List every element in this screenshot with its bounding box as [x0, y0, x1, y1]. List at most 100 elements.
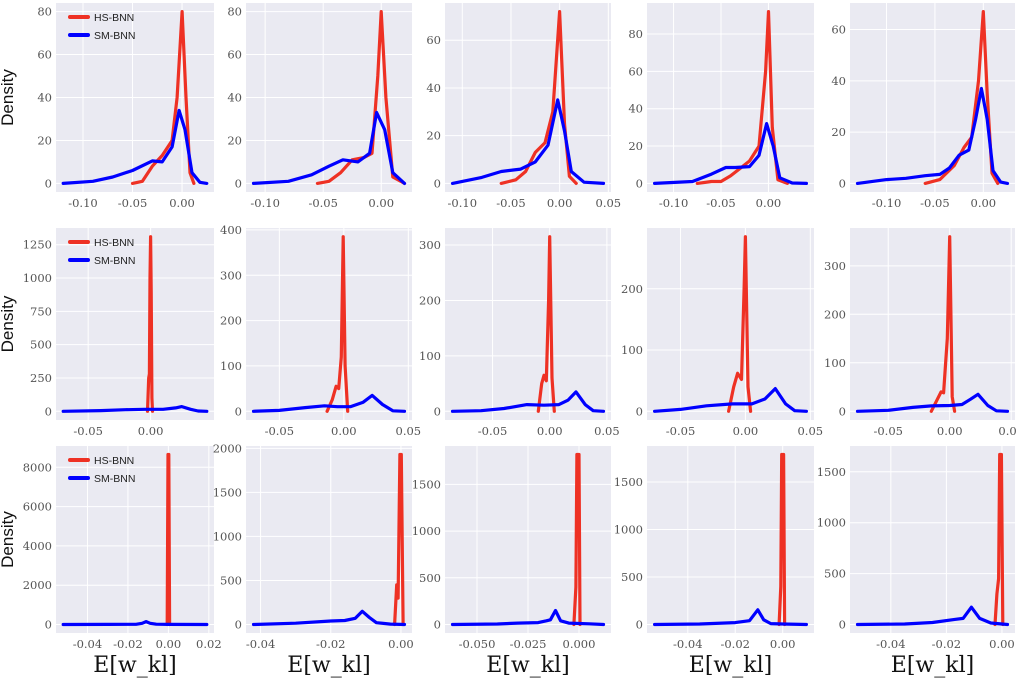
y-tick-label: 1250 — [23, 238, 52, 252]
y-tick-label: 0 — [235, 176, 242, 190]
y-tick-label: 1000 — [412, 524, 441, 538]
x-tick-label: 0.00 — [733, 424, 759, 438]
y-tick-label: 20 — [426, 129, 441, 143]
y-tick-label: 0 — [636, 176, 643, 190]
legend-label: HS-BNN — [94, 237, 134, 249]
y-tick-label: 40 — [831, 74, 846, 88]
legend-label: SM-BNN — [94, 473, 135, 485]
subplot-r3-c4: -0.04 -0.02 0.00 0 500 1000 1500 E[w_kl] — [614, 446, 814, 678]
series-line-hs-bnn — [315, 10, 407, 185]
y-tick-label: 8000 — [23, 460, 52, 474]
x-tick-label: -0.10 — [448, 196, 478, 210]
plot-area — [850, 446, 1015, 633]
y-tick-label: 250 — [30, 371, 52, 385]
plot-area — [850, 228, 1015, 420]
y-tick-label: 0 — [839, 404, 846, 418]
x-tick-label: 0.05 — [998, 424, 1017, 438]
y-tick-label: 4000 — [23, 539, 52, 553]
plot-area — [246, 228, 412, 420]
subplot-r1-c2: -0.10 -0.05 0.00 0 20 40 60 80 — [227, 3, 412, 210]
y-tick-label: 1500 — [817, 465, 846, 479]
x-tick-label: 0.00 — [989, 637, 1015, 651]
y-tick-label: 200 — [419, 293, 441, 307]
series-line-hs-bnn — [130, 10, 196, 185]
y-tick-label: 1000 — [213, 529, 242, 543]
series-line-sm-bnn — [855, 392, 1010, 413]
x-tick-label: 0.00 — [331, 424, 357, 438]
x-tick-label: -0.04 — [876, 637, 906, 651]
subplot-r2-c4: -0.05 0.00 0.05 0 100 200 — [621, 228, 823, 438]
y-tick-label: 0 — [45, 618, 52, 632]
y-tick-label: 0 — [235, 618, 242, 632]
y-tick-label: 0 — [434, 618, 441, 632]
series-line-sm-bnn — [61, 108, 209, 185]
y-tick-label: 200 — [220, 314, 242, 328]
series-line-hs-bnn — [777, 452, 787, 627]
x-tick-label: -0.04 — [246, 637, 276, 651]
y-tick-label: 400 — [220, 223, 242, 237]
series-line-sm-bnn — [251, 393, 407, 413]
y-tick-label: 20 — [37, 133, 52, 147]
legend: HS-BNN SM-BNN — [68, 237, 135, 267]
x-tick-label: -0.10 — [872, 196, 902, 210]
y-tick-label: 0 — [45, 176, 52, 190]
legend-label: HS-BNN — [94, 12, 134, 24]
y-tick-label: 100 — [824, 356, 846, 370]
x-tick-label: 0.00 — [138, 424, 164, 438]
legend-label: HS-BNN — [94, 455, 134, 467]
series-line-sm-bnn — [251, 609, 407, 627]
series-line-hs-bnn — [325, 235, 350, 413]
y-tick-label: 60 — [628, 64, 643, 78]
subplot-r3-c5: -0.04 -0.02 0.00 0 500 1000 1500 E[w_kl] — [817, 446, 1015, 678]
plot-area — [445, 3, 611, 192]
x-tick-label: 0.00 — [388, 637, 414, 651]
y-tick-label: 60 — [426, 33, 441, 47]
x-tick-label: -0.04 — [73, 637, 103, 651]
plot-area — [647, 446, 814, 633]
legend-label: SM-BNN — [94, 30, 135, 42]
subplot-r2-c5: -0.05 0.00 0.05 0 100 200 300 — [824, 228, 1017, 438]
x-tick-label: -0.050 — [459, 637, 496, 651]
y-tick-label: 40 — [37, 91, 52, 105]
x-axis-label: E[w_kl] — [689, 653, 772, 678]
y-tick-label: 0 — [434, 176, 441, 190]
y-tick-label: 20 — [628, 139, 643, 153]
y-tick-label: 60 — [831, 23, 846, 37]
series-line-hs-bnn — [536, 235, 556, 413]
subplot-r1-c1: -0.10 -0.05 0.00 0 20 40 60 80 HS-BNN SM-BNN Densi… — [0, 3, 214, 210]
x-tick-label: -0.05 — [478, 424, 508, 438]
y-tick-label: 0 — [636, 618, 643, 632]
y-tick-label: 80 — [37, 5, 52, 19]
x-tick-label: -0.05 — [920, 196, 950, 210]
y-tick-label: 40 — [227, 91, 242, 105]
x-tick-label: 0.000 — [563, 637, 596, 651]
y-tick-label: 0 — [636, 404, 643, 418]
y-tick-label: 2000 — [23, 578, 52, 592]
x-tick-label: -0.05 — [666, 424, 696, 438]
x-tick-label: 0.00 — [937, 424, 963, 438]
y-tick-label: 100 — [419, 349, 441, 363]
x-tick-label: -0.10 — [250, 196, 280, 210]
y-tick-label: 60 — [227, 48, 242, 62]
x-tick-label: -0.05 — [496, 196, 526, 210]
subplot-r1-c3: -0.10 -0.05 0.00 0.05 0 20 40 60 — [426, 3, 621, 210]
subplot-r3-c2: -0.04 -0.02 0.00 0 500 1000 1500 2000 E[w_kl] — [213, 441, 414, 678]
x-tick-label: -0.02 — [316, 637, 346, 651]
series-line-hs-bnn — [165, 452, 172, 627]
y-tick-label: 500 — [419, 571, 441, 585]
x-tick-label: -0.05 — [73, 424, 103, 438]
y-tick-label: 500 — [621, 570, 643, 584]
y-tick-label: 80 — [628, 27, 643, 41]
x-tick-label: -0.10 — [659, 196, 689, 210]
series-line-hs-bnn — [993, 452, 1005, 627]
subplot-r1-c4: -0.10 -0.05 0.00 0 20 40 60 80 — [628, 3, 814, 210]
y-tick-label: 0 — [235, 404, 242, 418]
x-tick-label: 0.00 — [368, 196, 394, 210]
x-axis-label: E[w_kl] — [93, 653, 176, 678]
series-line-hs-bnn — [393, 452, 405, 627]
y-tick-label: 6000 — [23, 500, 52, 514]
y-axis-label: Density — [0, 69, 17, 126]
x-tick-label: 0.00 — [547, 196, 573, 210]
y-tick-label: 1500 — [412, 477, 441, 491]
x-tick-label: -0.05 — [265, 424, 295, 438]
